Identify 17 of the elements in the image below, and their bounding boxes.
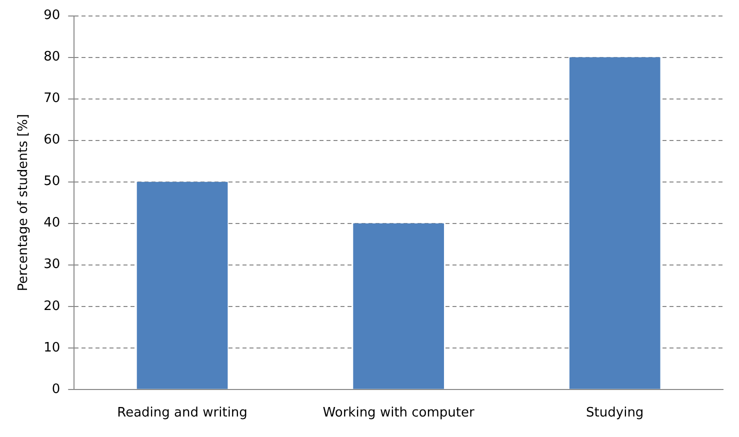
y-tick-label: 0	[52, 382, 60, 397]
x-tick-label: Reading and writing	[117, 406, 248, 421]
y-tick-label: 20	[44, 298, 60, 314]
y-tick-label: 70	[44, 91, 60, 106]
x-tick-label: Studying	[586, 406, 644, 421]
y-tick-label: 50	[44, 174, 60, 190]
y-tick-label: 60	[44, 132, 60, 148]
y-tick-label: 30	[44, 257, 60, 272]
y-tick-label: 40	[44, 216, 60, 231]
y-tick-label: 10	[44, 340, 60, 356]
y-tick-label: 90	[44, 8, 60, 24]
bar	[569, 57, 660, 389]
x-tick-label: Working with computer	[322, 406, 475, 421]
bar	[353, 223, 444, 389]
bar	[136, 182, 228, 389]
y-tick-label: 80	[44, 50, 60, 65]
y-axis-title: Percentage of students [%]	[16, 114, 32, 292]
